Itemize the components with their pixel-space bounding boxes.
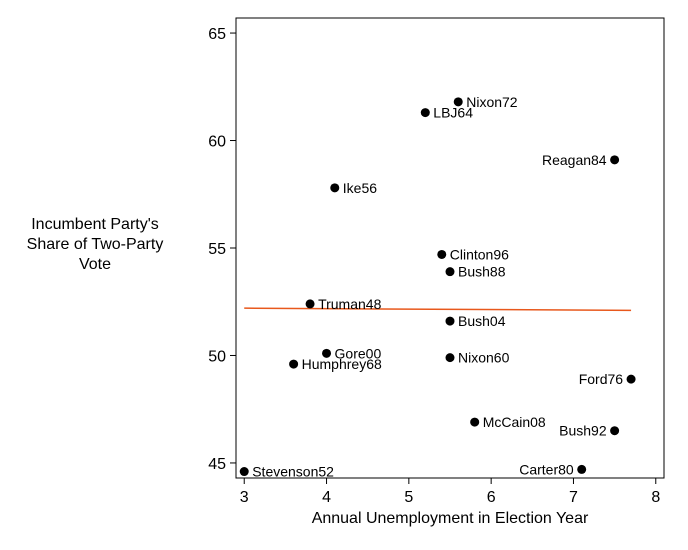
data-point: [437, 249, 447, 259]
data-point: [322, 348, 332, 358]
data-point: [445, 267, 455, 277]
data-point: [470, 417, 480, 427]
data-point-label: McCain08: [483, 414, 546, 430]
x-tick-label: 7: [569, 489, 578, 506]
data-point-label: Nixon72: [466, 94, 518, 110]
y-axis-label: Incumbent Party's Share of Two-Party Vot…: [10, 215, 180, 275]
data-point: [577, 464, 587, 474]
data-point-label: Carter80: [519, 461, 574, 477]
data-point-label: Stevenson52: [252, 464, 334, 480]
data-point: [305, 299, 315, 309]
data-point: [610, 155, 620, 165]
data-point: [610, 426, 620, 436]
x-tick-label: 6: [487, 489, 496, 506]
data-point-label: Reagan84: [542, 152, 607, 168]
data-point-label: Bush04: [458, 313, 506, 329]
data-point: [420, 108, 430, 118]
data-point: [626, 374, 636, 384]
y-tick-label: 65: [208, 26, 226, 43]
data-point: [239, 467, 249, 477]
y-tick-label: 50: [208, 348, 226, 365]
x-tick-label: 3: [240, 489, 249, 506]
y-axis-label-line-1: Incumbent Party's: [31, 216, 159, 233]
x-tick-label: 4: [322, 489, 331, 506]
data-point-label: LBJ64: [433, 105, 473, 121]
x-tick-label: 8: [651, 489, 660, 506]
data-point: [445, 316, 455, 326]
data-point: [445, 353, 455, 363]
data-point-label: Humphrey68: [302, 356, 382, 372]
data-point-label: Bush92: [559, 423, 607, 439]
data-point-label: Ford76: [579, 371, 624, 387]
y-axis-label-line-2: Share of Two-Party: [26, 236, 164, 253]
x-tick-label: 5: [404, 489, 413, 506]
y-tick-label: 60: [208, 134, 226, 151]
y-tick-label: 55: [208, 241, 226, 258]
data-point-label: Ike56: [343, 180, 377, 196]
data-point-label: Clinton96: [450, 246, 509, 262]
data-point-label: Nixon60: [458, 350, 510, 366]
data-point-label: Gore00: [335, 345, 382, 361]
data-point-label: Truman48: [318, 296, 382, 312]
data-point: [330, 183, 340, 193]
data-point-label: Bush88: [458, 264, 506, 280]
fit-line: [244, 307, 632, 312]
data-point: [453, 97, 463, 107]
x-axis-label: Annual Unemployment in Election Year: [312, 510, 589, 527]
data-point: [289, 359, 299, 369]
y-tick-label: 45: [208, 456, 226, 473]
y-axis-label-line-3: Vote: [78, 256, 112, 273]
